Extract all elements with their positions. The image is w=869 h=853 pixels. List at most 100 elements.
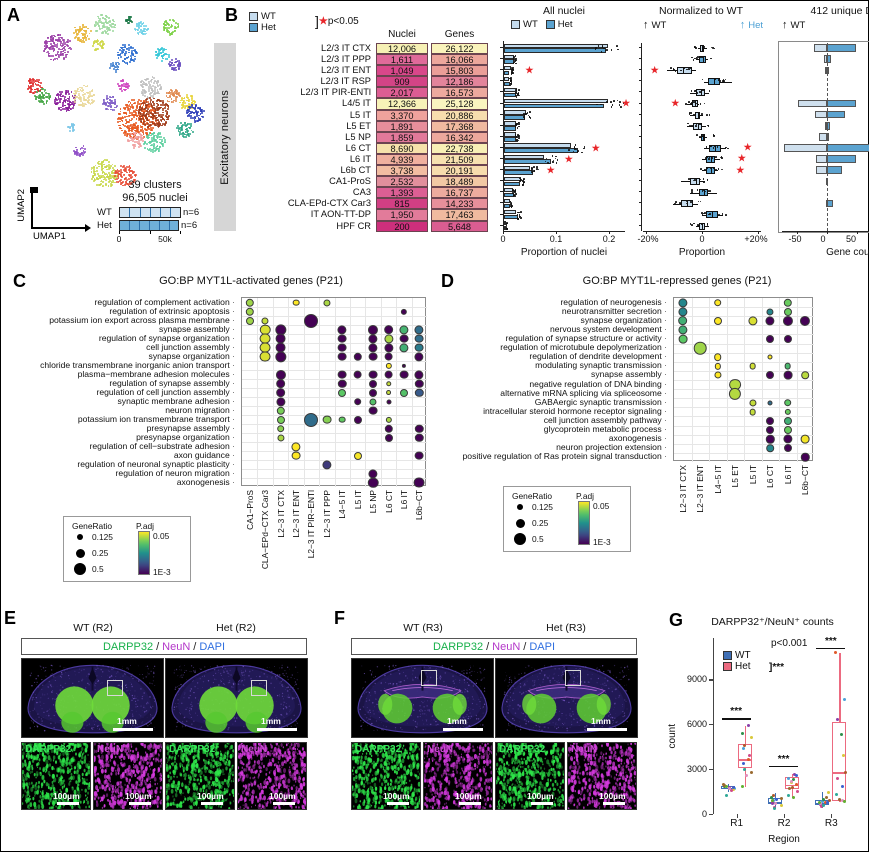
go-term-label: regulation of synapse assembly · xyxy=(1,379,235,388)
panel-b-legend: WT Het xyxy=(249,11,276,33)
panel-b-celltype-composition: B WT Het ]★p<0.05 Excitatory neurons Nuc… xyxy=(219,1,869,269)
go-dot xyxy=(768,355,773,360)
go-dot xyxy=(354,398,362,406)
legend-generatio-title: GeneRatio xyxy=(512,491,552,501)
go-dot xyxy=(277,425,285,433)
go-column-label: L2−3 IT ENT xyxy=(695,465,705,513)
go-dot xyxy=(369,370,378,379)
panel-e-condition-het: Het (R2) xyxy=(166,622,306,634)
legend-padj-bottom: 1E-3 xyxy=(153,567,171,577)
inset-image-label: NeuN xyxy=(571,744,597,755)
celltype-label: L2/3 IT RSP xyxy=(239,76,371,87)
legend-het: Het xyxy=(249,22,276,33)
panel-g-xlabel: Region xyxy=(713,834,855,845)
sample-bar-wt-bar xyxy=(119,207,181,218)
panel-b-letter: B xyxy=(225,5,238,26)
go-dot xyxy=(766,435,774,443)
g-data-point xyxy=(843,698,846,701)
celltype-label: CA1-ProS xyxy=(239,176,371,187)
scale-bar-inset xyxy=(129,802,151,805)
go-term-label: regulation of synapse organization · xyxy=(1,334,235,343)
scale-bar-inset xyxy=(201,802,223,805)
normalized-proportion-row xyxy=(643,132,761,143)
genes-cell: 18,489 xyxy=(431,176,488,187)
inset-image-label: DARPP32 xyxy=(499,744,545,755)
celltype-label: HPF CR xyxy=(239,221,371,232)
panel-a-umap: A UMAP2 UMAP1 39 clusters 96,505 nuclei … xyxy=(1,1,219,269)
g-data-point xyxy=(825,796,828,799)
column-header-genes: Genes xyxy=(431,29,488,40)
panel-d-letter: D xyxy=(441,271,454,292)
go-dot xyxy=(386,399,391,404)
genes-cell: 20,886 xyxy=(431,110,488,121)
normalized-proportion-row: ★ xyxy=(643,65,761,76)
panel-c-legend: GeneRatio P.adj 0.125 0.25 0.5 0.05 1E-3 xyxy=(63,516,191,582)
go-column-label: L4−5 IT xyxy=(713,465,723,494)
go-dot xyxy=(784,444,792,452)
go-dot xyxy=(749,409,756,416)
go-dot xyxy=(304,413,318,427)
nuclei-cell: 1,950 xyxy=(376,209,428,220)
panel-c-dot-matrix xyxy=(241,297,426,486)
go-term-label: chloride transmembrane inorganic anion t… xyxy=(1,361,235,370)
go-dot xyxy=(277,416,285,424)
inset-image-label: DARPP32 xyxy=(169,744,215,755)
celltype-label: L6 IT xyxy=(239,154,371,165)
chart-all-tick-0: 0 xyxy=(500,234,505,244)
g-data-point xyxy=(725,794,728,797)
legend-padj-title: P.adj xyxy=(576,491,594,501)
go-dot xyxy=(386,390,392,396)
g-data-point xyxy=(747,724,750,727)
normalized-proportion-row xyxy=(643,76,761,87)
go-dot xyxy=(276,388,286,398)
panel-e-channel-dapi: DAPI xyxy=(199,641,225,653)
go-column-label: L6b−CT xyxy=(414,490,424,520)
go-dot xyxy=(338,325,347,334)
legend-size-dot xyxy=(514,533,527,546)
genes-cell: 21,509 xyxy=(431,154,488,165)
normalized-proportion-row xyxy=(643,43,761,54)
chart-all-xlabel: Proportion of nuclei xyxy=(495,247,633,258)
chart-normalized-boxplots: ★ ★ ★ ★ ★ xyxy=(643,43,761,231)
legend-size-value: 0.125 xyxy=(92,532,113,542)
go-dot xyxy=(766,417,774,425)
go-dot xyxy=(323,299,330,306)
go-term-label: potassium ion export across plasma membr… xyxy=(1,316,235,325)
panel-c-title: GO:BP MYT1L-activated genes (P21) xyxy=(81,275,421,287)
panel-f-channel-dapi: DAPI xyxy=(529,641,555,653)
genes-cell: 15,803 xyxy=(431,65,488,76)
sample-bar-het: Het n=6 xyxy=(97,220,213,231)
g-median xyxy=(738,759,752,761)
chart-norm-tick-zero: 0 xyxy=(699,234,704,244)
chart-all-legend-het: Het xyxy=(546,19,573,30)
celltype-label: L2/3 IT PPP xyxy=(239,54,371,65)
go-term-label: regulation of extrinsic apoptosis · xyxy=(1,307,235,316)
g-data-point xyxy=(773,807,776,810)
scale-bar-inset-label: 100µm xyxy=(599,791,626,801)
go-dot xyxy=(339,416,346,423)
legend-size-dot xyxy=(516,519,525,528)
go-dot xyxy=(784,335,792,343)
panel-f-condition-wt: WT (R3) xyxy=(353,622,493,634)
nuclei-cell: 3,370 xyxy=(376,110,428,121)
significance-text: p<0.05 xyxy=(328,16,359,27)
g-data-point xyxy=(843,800,846,803)
scale-bar-inset xyxy=(603,802,625,805)
panel-d-title: GO:BP MYT1L-repressed genes (P21) xyxy=(507,275,847,287)
legend-size-value: 0.5 xyxy=(92,564,104,574)
g-data-point xyxy=(822,804,825,807)
go-dot xyxy=(368,343,377,352)
brain-section-image xyxy=(21,658,164,738)
g-data-point xyxy=(840,733,843,736)
go-dot xyxy=(415,325,424,334)
go-dot xyxy=(276,397,285,406)
legend-het-swatch xyxy=(249,23,258,32)
inset-image-label: NeuN xyxy=(97,744,123,755)
go-dot xyxy=(767,445,775,453)
go-dot xyxy=(415,379,423,387)
chart-all-legend-wt: WT xyxy=(511,19,538,30)
genes-cell: 26,122 xyxy=(431,43,488,54)
region-of-interest-box xyxy=(421,670,437,686)
g-data-point xyxy=(780,797,783,800)
go-dot xyxy=(262,317,269,324)
